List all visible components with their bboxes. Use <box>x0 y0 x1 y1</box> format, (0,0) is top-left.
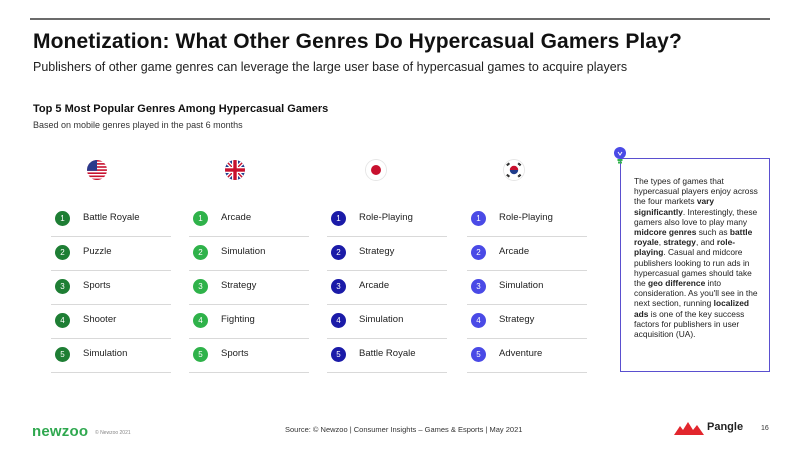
list-item: 3 Arcade <box>327 270 447 305</box>
list-item: 2 Puzzle <box>51 236 171 271</box>
callout-emphasis: strategy <box>663 237 696 248</box>
south-korea-flag-icon <box>504 160 524 180</box>
newzoo-logo: newzoo <box>32 423 89 440</box>
list-item: 1 Role-Playing <box>467 202 587 237</box>
rank-badge: 5 <box>331 347 346 362</box>
list-item: 5 Sports <box>189 338 309 373</box>
genre-label: Fighting <box>221 314 255 325</box>
genre-label: Sports <box>83 280 111 291</box>
lightbulb-icon <box>614 147 626 164</box>
genre-label: Role-Playing <box>359 212 413 223</box>
genre-label: Sports <box>221 348 249 359</box>
genre-label: Adventure <box>499 348 543 359</box>
rank-badge: 5 <box>471 347 486 362</box>
rank-badge: 4 <box>471 313 486 328</box>
rank-badge: 2 <box>331 245 346 260</box>
list-item: 5 Simulation <box>51 338 171 373</box>
rank-badge: 2 <box>55 245 70 260</box>
genre-label: Battle Royale <box>359 348 416 359</box>
rank-badge: 4 <box>331 313 346 328</box>
list-item: 2 Strategy <box>327 236 447 271</box>
genre-label: Strategy <box>221 280 257 291</box>
list-item: 5 Battle Royale <box>327 338 447 373</box>
insight-callout: The types of games that hypercasual play… <box>620 158 770 372</box>
rank-badge: 2 <box>471 245 486 260</box>
list-item: 4 Fighting <box>189 304 309 339</box>
pangle-logo-icon <box>674 422 704 435</box>
rank-badge: 5 <box>55 347 70 362</box>
callout-segment: is one of the key success factors for pu… <box>634 308 745 340</box>
rank-badge: 3 <box>471 279 486 294</box>
rank-badge: 1 <box>55 211 70 226</box>
rank-badge: 1 <box>471 211 486 226</box>
genre-label: Puzzle <box>83 246 112 257</box>
rank-badge: 3 <box>193 279 208 294</box>
callout-segment: , <box>658 237 664 248</box>
genre-label: Shooter <box>83 314 117 325</box>
section-subtitle: Based on mobile genres played in the pas… <box>33 120 243 130</box>
rank-badge: 2 <box>193 245 208 260</box>
source-text: Source: © Newzoo | Consumer Insights – G… <box>285 425 523 434</box>
list-item: 3 Strategy <box>189 270 309 305</box>
list-item: 3 Simulation <box>467 270 587 305</box>
callout-segment: The types of games that hypercasual play… <box>634 176 758 207</box>
genre-label: Strategy <box>499 314 535 325</box>
rank-badge: 1 <box>331 211 346 226</box>
rank-badge: 5 <box>193 347 208 362</box>
callout-emphasis: localized ads <box>634 298 749 319</box>
list-item: 3 Sports <box>51 270 171 305</box>
genre-label: Simulation <box>359 314 404 325</box>
callout-emphasis: battle royale <box>634 227 753 248</box>
callout-text: The types of games that hypercasual play… <box>634 176 762 339</box>
genre-label: Arcade <box>221 212 252 223</box>
callout-segment: into consideration. As you'll see in the… <box>634 278 758 309</box>
list-item: 1 Role-Playing <box>327 202 447 237</box>
callout-segment: such as <box>696 227 730 238</box>
pangle-logo: Pangle <box>707 421 744 433</box>
page-number: 16 <box>761 425 769 432</box>
page-subtitle: Publishers of other game genres can leve… <box>33 60 628 74</box>
top-divider <box>30 18 770 20</box>
callout-segment: . Interestingly, these gamers also love … <box>634 206 758 227</box>
rank-badge: 1 <box>193 211 208 226</box>
callout-emphasis: vary significantly <box>634 196 715 217</box>
genre-label: Arcade <box>499 246 530 257</box>
genre-label: Battle Royale <box>83 212 140 223</box>
genre-label: Role-Playing <box>499 212 553 223</box>
genre-label: Simulation <box>499 280 544 291</box>
section-title: Top 5 Most Popular Genres Among Hypercas… <box>33 103 329 115</box>
callout-emphasis: role-playing <box>634 237 736 258</box>
japan-flag-icon <box>366 160 386 180</box>
genre-label: Simulation <box>221 246 266 257</box>
rank-badge: 3 <box>55 279 70 294</box>
copyright-text: © Newzoo 2021 <box>95 430 131 436</box>
rank-badge: 3 <box>331 279 346 294</box>
list-item: 4 Shooter <box>51 304 171 339</box>
list-item: 1 Battle Royale <box>51 202 171 237</box>
list-item: 2 Simulation <box>189 236 309 271</box>
callout-emphasis: midcore genres <box>634 227 697 238</box>
page-title: Monetization: What Other Genres Do Hyper… <box>33 30 682 53</box>
genre-label: Arcade <box>359 280 390 291</box>
genre-label: Strategy <box>359 246 395 257</box>
callout-segment: . Casual and midcore publishers looking … <box>634 247 752 289</box>
list-item: 1 Arcade <box>189 202 309 237</box>
list-item: 2 Arcade <box>467 236 587 271</box>
rank-badge: 4 <box>193 313 208 328</box>
us-flag-icon <box>87 160 107 180</box>
list-item: 4 Simulation <box>327 304 447 339</box>
list-item: 5 Adventure <box>467 338 587 373</box>
list-item: 4 Strategy <box>467 304 587 339</box>
callout-segment: , and <box>695 237 717 248</box>
genre-label: Simulation <box>83 348 128 359</box>
rank-badge: 4 <box>55 313 70 328</box>
uk-flag-icon <box>225 160 245 180</box>
callout-emphasis: geo difference <box>647 278 706 289</box>
